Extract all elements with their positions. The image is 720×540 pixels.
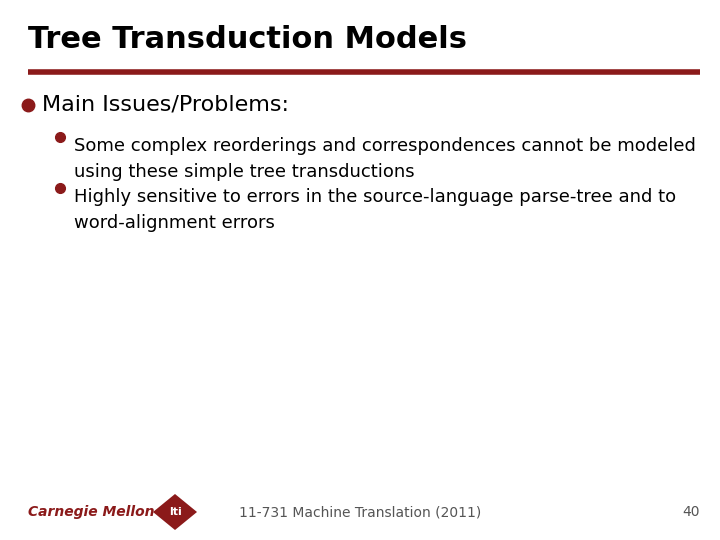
Text: Main Issues/Problems:: Main Issues/Problems: <box>42 95 289 115</box>
Text: Highly sensitive to errors in the source-language parse-tree and to
word-alignme: Highly sensitive to errors in the source… <box>74 188 676 232</box>
Text: Carnegie Mellon: Carnegie Mellon <box>28 505 155 519</box>
Text: Tree Transduction Models: Tree Transduction Models <box>28 25 467 55</box>
Polygon shape <box>153 494 197 530</box>
Text: lti: lti <box>168 507 181 517</box>
Text: 40: 40 <box>683 505 700 519</box>
Text: Some complex reorderings and correspondences cannot be modeled
using these simpl: Some complex reorderings and corresponde… <box>74 137 696 181</box>
Text: 11-731 Machine Translation (2011): 11-731 Machine Translation (2011) <box>239 505 481 519</box>
